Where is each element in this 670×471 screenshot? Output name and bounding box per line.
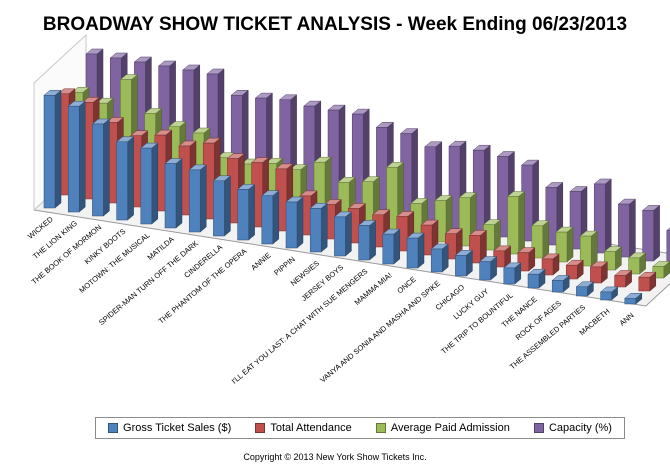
bar-gross-ticket-sales-once	[406, 232, 425, 269]
bar-gross-ticket-sales-pippin	[285, 196, 304, 249]
bar-gross-ticket-sales-kinky-boots	[115, 136, 135, 221]
bar-gross-ticket-sales-the-assembled-parties	[575, 281, 595, 297]
bar-average-paid-admission-macbeth	[627, 252, 647, 275]
bar-gross-ticket-sales-i-ll-eat-you-last-a-chat-with-sue-mengers	[357, 219, 377, 261]
bar-total-attendance-the-nance	[541, 253, 560, 276]
legend-label-attendance: Total Attendance	[270, 422, 352, 434]
bar-gross-ticket-sales-the-trip-to-bountiful	[503, 262, 522, 285]
legend-entry-gross: Gross Ticket Sales ($)	[108, 422, 231, 434]
bar-gross-ticket-sales-mamma-mia	[382, 228, 401, 265]
bar-gross-ticket-sales-the-phantom-of-the-opera	[236, 183, 256, 241]
bar-gross-ticket-sales-matilda	[164, 158, 183, 229]
bar-capacity-rock-of-ages	[593, 178, 612, 254]
bar-average-paid-admission-the-nance	[555, 226, 574, 263]
bar-gross-ticket-sales-vanya-and-sonia-and-masha-and-spike	[430, 243, 449, 273]
chart-title: BROADWAY SHOW TICKET ANALYSIS - Week End…	[42, 14, 628, 35]
bar-average-paid-admission-rock-of-ages	[579, 230, 598, 267]
bar-total-attendance-the-assembled-parties	[589, 261, 609, 284]
bar-capacity-the-assembled-parties	[617, 198, 637, 258]
bar-gross-ticket-sales-lucky-guy	[478, 256, 498, 281]
legend-entry-avg-admission: Average Paid Admission	[375, 422, 510, 434]
legend-swatch-attendance	[255, 423, 266, 433]
legend-entry-attendance: Total Attendance	[255, 422, 352, 434]
legend-swatch-avg-admission	[375, 423, 386, 433]
bar-gross-ticket-sales-newsies	[309, 202, 328, 253]
bar-total-attendance-ann	[638, 271, 657, 292]
bar-gross-ticket-sales-chicago	[454, 249, 474, 277]
bar-gross-ticket-sales-ann	[624, 292, 643, 305]
legend-swatch-capacity	[533, 423, 544, 433]
bar-gross-ticket-sales-spider-man-turn-off-the-dark	[188, 164, 207, 233]
category-label-pippin: PIPPIN	[272, 255, 297, 278]
bar-average-paid-admission-ann	[652, 261, 670, 279]
bar-gross-ticket-sales-macbeth	[599, 286, 619, 301]
category-label-once: ONCE	[395, 275, 417, 296]
category-label-annie: ANNIE	[249, 251, 272, 273]
legend-label-capacity: Capacity (%)	[548, 422, 612, 434]
bar-gross-ticket-sales-cinderella	[212, 175, 232, 237]
legend-swatch-gross	[108, 423, 119, 433]
bar-total-attendance-the-trip-to-bountiful	[517, 247, 536, 272]
legend-entry-capacity: Capacity (%)	[533, 422, 612, 434]
bar-average-paid-admission-the-trip-to-bountiful	[531, 220, 550, 259]
bar-total-attendance-chicago	[468, 229, 488, 264]
bar-total-attendance-macbeth	[613, 269, 633, 288]
bar-gross-ticket-sales-the-nance	[527, 268, 546, 289]
category-label-i-ll-eat-you-last-a-chat-with-sue-mengers: I'LL EAT YOU LAST: A CHAT WITH SUE MENGE…	[230, 267, 370, 386]
bar-gross-ticket-sales-the-lion-king	[67, 100, 86, 213]
bar-gross-ticket-sales-motown-the-musical	[140, 142, 159, 225]
legend-label-gross: Gross Ticket Sales ($)	[123, 422, 232, 434]
bar-gross-ticket-sales-rock-of-ages	[551, 274, 570, 293]
bar-capacity-ann	[666, 227, 670, 266]
chart-legend: Gross Ticket Sales ($) Total Attendance …	[95, 417, 625, 439]
category-label-ann: ANN	[618, 311, 636, 328]
bar-total-attendance-rock-of-ages	[565, 259, 584, 280]
bar-capacity-macbeth	[641, 204, 661, 262]
chart-bars-layer	[43, 48, 670, 305]
bar-average-paid-admission-lucky-guy	[506, 190, 526, 255]
bar-gross-ticket-sales-the-book-of-mormon	[91, 118, 111, 217]
bar-gross-ticket-sales-wicked	[43, 89, 62, 209]
bar-total-attendance-lucky-guy	[492, 245, 512, 268]
bar-gross-ticket-sales-annie	[261, 190, 280, 245]
bar-gross-ticket-sales-jersey-boys	[333, 211, 353, 257]
legend-label-avg-admission: Average Paid Admission	[390, 422, 510, 434]
copyright-notice: Copyright © 2013 New York Show Tickets I…	[243, 452, 427, 462]
bar-average-paid-admission-the-assembled-parties	[603, 246, 623, 271]
